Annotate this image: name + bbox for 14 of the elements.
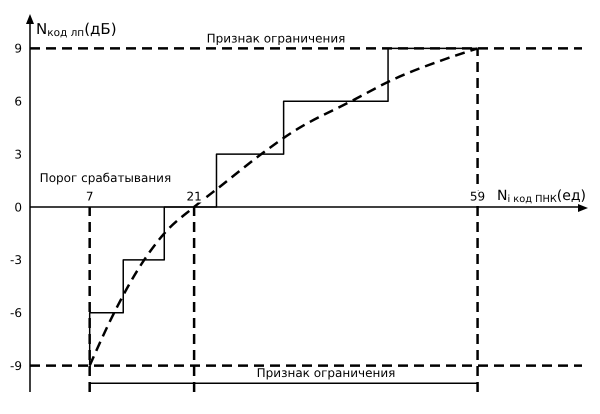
y-tick-label: -9: [10, 358, 22, 373]
y-tick-label: 3: [14, 147, 22, 162]
y-tick-label: -3: [10, 253, 22, 268]
y-tick-label: 0: [14, 200, 22, 214]
x-tick-label: 7: [86, 190, 94, 204]
ref-line-label: Признак ограничения: [206, 31, 346, 46]
ref-line-label: Признак ограничения: [256, 366, 396, 380]
ref-line-label: Порог срабатывания: [40, 171, 172, 185]
y-tick-label: 9: [14, 42, 22, 56]
y-tick-label: -6: [10, 306, 22, 320]
x-axis-title: N$_{i код ПНК}$(ед): [496, 188, 586, 205]
y-axis-title: N$_{код лп}$(дБ): [36, 20, 117, 40]
y-tick-label: 6: [14, 94, 22, 109]
x-tick-label: 21: [186, 190, 202, 204]
